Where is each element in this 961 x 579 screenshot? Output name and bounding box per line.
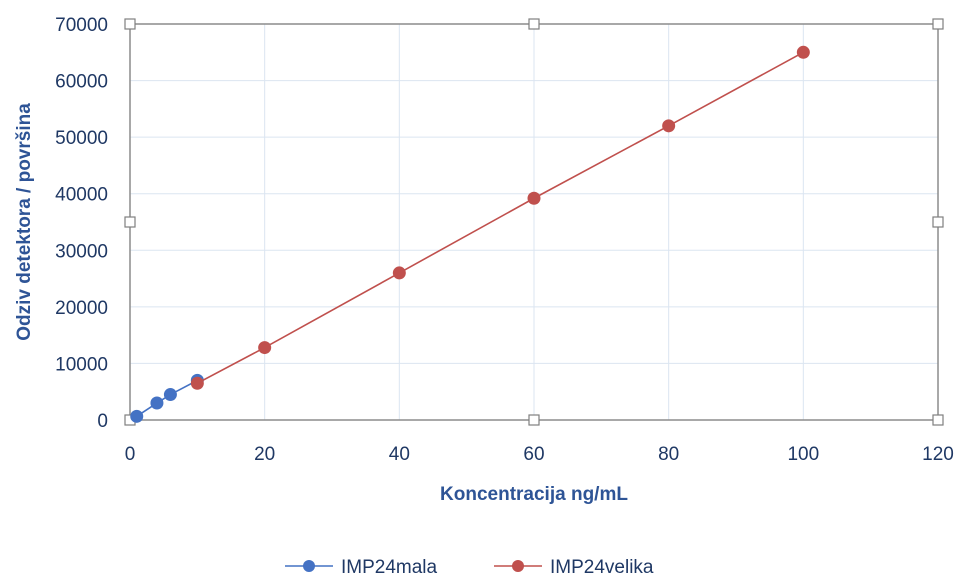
x-axis-title: Koncentracija ng/mL — [440, 484, 628, 505]
x-axis-ticks: 0 20 40 60 80 100 120 — [125, 444, 954, 465]
y-tick-label: 60000 — [55, 72, 108, 93]
data-point — [796, 45, 810, 59]
legend-item: IMP24mala — [285, 557, 438, 578]
y-axis-title: Odziv detektora / površina — [14, 103, 35, 341]
data-point — [258, 341, 272, 355]
data-point — [163, 388, 177, 402]
legend-marker — [303, 560, 315, 572]
y-tick-label: 20000 — [55, 298, 108, 319]
series-line — [136, 379, 198, 417]
legend: IMP24mala IMP24velika — [285, 557, 654, 578]
resize-handle — [932, 414, 944, 426]
x-tick-label: 0 — [125, 444, 136, 465]
resize-handle — [528, 18, 540, 30]
legend-item: IMP24velika — [494, 557, 654, 578]
series-IMP24velika — [190, 45, 810, 390]
series-layer — [130, 45, 810, 423]
data-point — [392, 266, 406, 280]
y-tick-label: 30000 — [55, 241, 108, 262]
data-point — [150, 396, 164, 410]
legend-marker — [512, 560, 524, 572]
resize-handle — [932, 216, 944, 228]
data-point — [527, 191, 541, 205]
x-tick-label: 40 — [389, 444, 410, 465]
y-tick-label: 70000 — [55, 15, 108, 36]
selection-handles — [124, 18, 944, 426]
y-tick-label: 40000 — [55, 185, 108, 206]
y-tick-label: 0 — [97, 411, 108, 432]
x-tick-label: 100 — [787, 444, 819, 465]
x-tick-label: 80 — [658, 444, 679, 465]
series-line — [196, 51, 804, 384]
y-tick-label: 10000 — [55, 354, 108, 375]
data-point — [662, 119, 676, 133]
resize-handle — [932, 18, 944, 30]
resize-handle — [124, 18, 136, 30]
resize-handle — [528, 414, 540, 426]
x-tick-label: 60 — [523, 444, 544, 465]
data-point — [130, 409, 144, 423]
y-axis-ticks: 0 10000 20000 30000 40000 50000 60000 70000 — [55, 15, 108, 432]
resize-handle — [124, 216, 136, 228]
legend-label: IMP24mala — [341, 557, 438, 578]
data-point — [190, 376, 204, 390]
grid-lines — [129, 23, 939, 421]
x-tick-label: 20 — [254, 444, 275, 465]
x-tick-label: 120 — [922, 444, 954, 465]
legend-label: IMP24velika — [550, 557, 654, 578]
y-tick-label: 50000 — [55, 128, 108, 149]
